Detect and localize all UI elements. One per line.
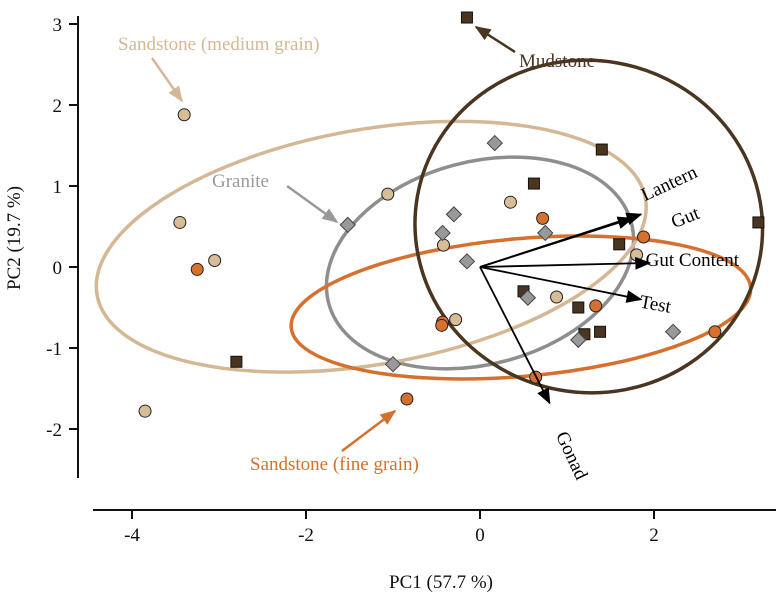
sandstone-medium-point <box>381 187 395 201</box>
granite-point <box>570 331 587 349</box>
granite-point <box>384 355 402 373</box>
vector-label: Gut Content <box>646 250 740 271</box>
y-tick-label: -1 <box>46 339 62 360</box>
granite-ellipse <box>324 155 636 371</box>
sandstone-medium-point <box>550 290 564 304</box>
vector-label: Test <box>638 292 673 318</box>
vector-test <box>479 266 643 303</box>
mudstone-point <box>613 238 626 251</box>
x-tick-label: 2 <box>649 525 659 546</box>
sandstone-medium-point <box>173 215 187 229</box>
granite-point <box>519 289 537 306</box>
sandstone-fine-point <box>589 299 603 313</box>
sandstone-fine-point <box>190 262 204 276</box>
mudstone-point <box>572 301 585 314</box>
y-tick-label: 3 <box>53 15 63 36</box>
mudstone-point <box>230 355 243 368</box>
sandstone-medium-point <box>436 238 450 252</box>
granite-point <box>434 224 451 242</box>
annotations: Sandstone (medium grain) Granite Mudstone S… <box>118 25 595 475</box>
mudstone-point <box>527 177 540 190</box>
y-tick-label: 2 <box>53 96 63 117</box>
y-tick-label: 0 <box>53 258 63 279</box>
sandstone-medium-point <box>138 404 152 418</box>
vector-gut <box>479 216 634 268</box>
mudstone-point <box>752 216 765 229</box>
sandstone-fine-point <box>400 392 414 406</box>
y-tick-label: 1 <box>53 177 63 198</box>
mudstone-ellipse <box>413 58 765 395</box>
annotation-mudstone-label: Mudstone <box>519 51 595 72</box>
sandstone-fine-ellipse <box>289 234 753 381</box>
annotation-sandstone-fine-label: Sandstone (fine grain) <box>250 454 419 475</box>
y-axis-title: PC2 (19.7 %) <box>4 186 25 290</box>
y-tick-label: -2 <box>46 420 62 441</box>
annotation-sandstone-medium-label: Sandstone (medium grain) <box>118 34 320 55</box>
sandstone-fine-point <box>435 318 449 332</box>
axes: -4 -2 0 2 3 2 1 0 -1 -2 <box>46 15 776 546</box>
sandstone-medium-point <box>630 248 644 262</box>
sandstone-medium-ellipse <box>94 119 648 374</box>
vector-label: Lantern <box>638 162 701 206</box>
vector-gut-content <box>479 256 652 270</box>
granite-point <box>486 134 503 152</box>
x-axis-title: PC1 (57.7 %) <box>389 572 493 593</box>
mudstone-point <box>460 11 473 24</box>
granite-point <box>339 216 356 234</box>
vector-label: Gut <box>668 203 703 233</box>
sandstone-medium-point <box>449 313 463 327</box>
sandstone-fine-point <box>536 211 550 225</box>
vector-gonad <box>479 266 551 405</box>
sandstone-fine-point <box>708 325 722 339</box>
sandstone-medium-point <box>177 108 191 122</box>
x-tick-label: -2 <box>298 525 314 546</box>
annotation-mudstone-arrow <box>474 25 516 54</box>
granite-point <box>445 206 463 223</box>
x-tick-label: -4 <box>124 525 140 546</box>
x-tick-label: 0 <box>475 525 485 546</box>
granite-point <box>664 323 682 341</box>
annotation-sandstone-fine-arrow <box>341 410 397 452</box>
vector-label: Gonad <box>551 428 592 483</box>
sandstone-medium-point <box>208 254 222 268</box>
annotation-granite-arrow <box>286 184 339 224</box>
mudstone-point <box>595 143 608 156</box>
annotation-granite-label: Granite <box>212 171 269 192</box>
mudstone-point <box>594 325 607 338</box>
granite-point <box>537 224 554 242</box>
granite-point <box>458 253 476 270</box>
annotation-sandstone-medium-arrow <box>150 57 184 103</box>
sandstone-medium-point <box>503 195 517 209</box>
sandstone-fine-point <box>637 230 651 244</box>
